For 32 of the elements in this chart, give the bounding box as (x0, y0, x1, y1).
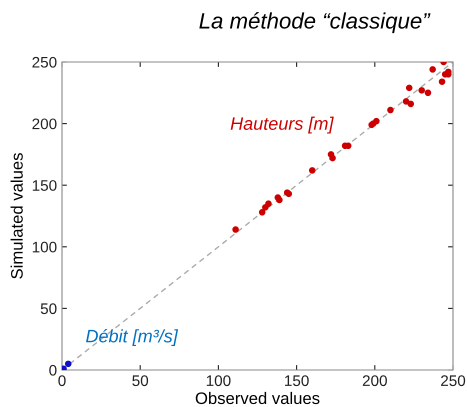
point (387, 106, 394, 114)
x-tick-label: 100 (206, 375, 231, 386)
series-label: Débit [m³/s] (86, 328, 178, 346)
point (276, 196, 283, 204)
x-tick-label: 0 (58, 375, 66, 386)
point (429, 66, 436, 73)
point (418, 87, 425, 94)
point (408, 100, 414, 108)
x-tick-label: 250 (441, 375, 466, 386)
y-tick-label: 250 (32, 56, 57, 68)
point (258, 209, 266, 216)
y-tick-label: 100 (32, 242, 57, 252)
point (308, 167, 316, 174)
series-label: Hauteurs [m] (230, 116, 334, 134)
y-tick-label: 150 (32, 180, 57, 191)
chart-title: La méthode “classique” (199, 12, 430, 34)
point (406, 84, 412, 92)
x-axis-title: Observed values (196, 392, 320, 404)
point (65, 360, 72, 368)
point (329, 154, 336, 162)
point (424, 90, 432, 96)
x-tick-label: 50 (132, 375, 148, 386)
x-tick-label: 150 (285, 375, 309, 386)
y-tick-label: 50 (40, 303, 57, 314)
x-tick-label: 200 (362, 375, 387, 386)
point (232, 226, 239, 233)
y-axis-title: Simulated values (10, 153, 23, 279)
point (373, 118, 380, 124)
y-tick-label: 200 (32, 118, 57, 130)
point (438, 78, 446, 85)
point (265, 200, 272, 207)
y-tick-label: 0 (49, 364, 57, 376)
